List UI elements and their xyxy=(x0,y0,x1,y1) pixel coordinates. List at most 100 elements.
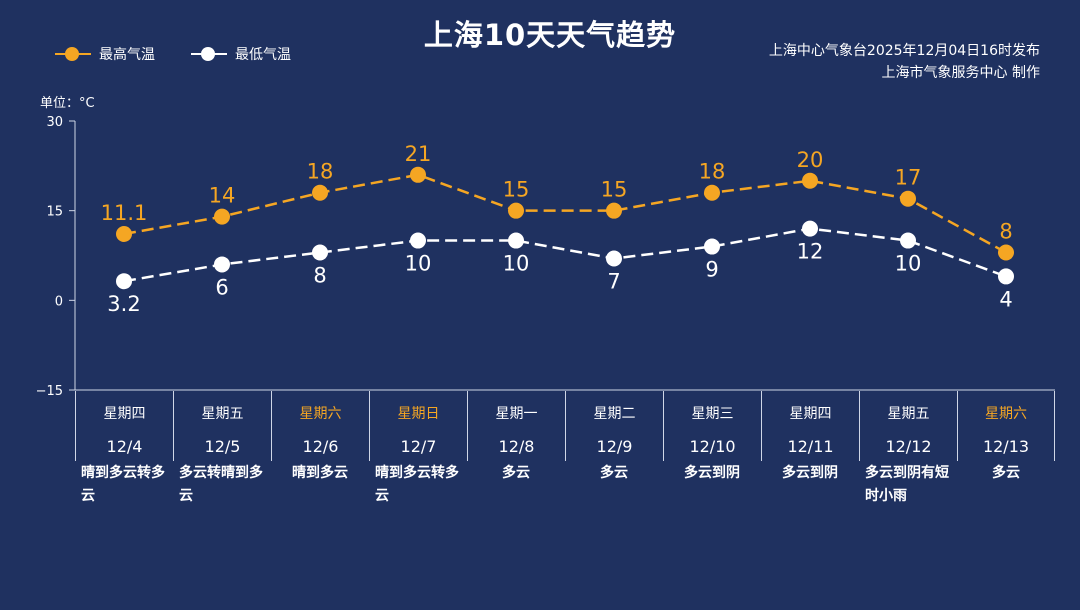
date-label: 12/11 xyxy=(787,437,834,456)
data-label-low: 10 xyxy=(405,252,432,276)
weather-condition: 多云 xyxy=(502,465,530,481)
weather-condition: 多云 xyxy=(600,465,628,481)
day-column: 星期五 12/5 xyxy=(173,391,271,461)
data-label-high: 21 xyxy=(405,142,432,166)
day-column: 星期四 12/4 xyxy=(75,391,173,461)
data-label-low: 10 xyxy=(895,252,922,276)
series-line-high xyxy=(123,173,1007,254)
data-point-high xyxy=(900,190,916,207)
weekday-label: 星期六 xyxy=(299,406,342,422)
y-tick-label: 30 xyxy=(46,115,63,130)
condition-row: 晴到多云转多云 多云转晴到多云 晴到多云 晴到多云转多云 多云 多云 多云到阴 多云到阴 多云到… xyxy=(75,462,1055,508)
data-point-low xyxy=(606,250,622,267)
data-label-low: 8 xyxy=(313,264,326,288)
date-label: 12/7 xyxy=(400,437,437,456)
legend-item-high: 最高气温 xyxy=(55,44,155,64)
data-point-high xyxy=(802,172,818,189)
data-point-high xyxy=(998,244,1014,261)
weather-condition: 多云到阴 xyxy=(684,465,740,481)
data-label-low: 7 xyxy=(607,269,620,293)
weekday-label: 星期一 xyxy=(495,406,538,422)
day-column: 星期一 12/8 xyxy=(467,391,565,461)
date-label: 12/12 xyxy=(885,437,932,456)
data-label-high: 14 xyxy=(209,184,236,208)
data-label-high: 15 xyxy=(503,178,530,202)
data-point-high xyxy=(410,166,426,183)
weekday-label: 星期五 xyxy=(887,406,930,422)
y-tick-label: 15 xyxy=(46,205,63,220)
legend-label-low: 最低气温 xyxy=(235,47,291,63)
data-point-high xyxy=(214,208,230,225)
data-label-high: 17 xyxy=(895,166,922,190)
data-point-low xyxy=(704,238,720,255)
data-point-low xyxy=(508,232,524,249)
data-point-high xyxy=(606,202,622,219)
data-point-low xyxy=(116,273,132,290)
weekday-label: 星期四 xyxy=(789,406,832,422)
day-column: 星期六 12/13 xyxy=(957,391,1055,461)
weekday-label: 星期五 xyxy=(201,406,244,422)
y-tick-label: −15 xyxy=(36,384,63,399)
data-label-low: 6 xyxy=(215,275,228,299)
weather-condition: 多云 xyxy=(992,465,1020,481)
unit-label: 单位：°C xyxy=(40,96,95,111)
weather-condition: 多云转晴到多云 xyxy=(179,465,263,504)
data-point-low xyxy=(410,232,426,249)
data-point-low xyxy=(214,256,230,273)
source-line-producer: 上海市气象服务中心 制作 xyxy=(881,65,1040,81)
data-label-low: 12 xyxy=(797,240,824,264)
data-point-low xyxy=(900,232,916,249)
data-point-low xyxy=(998,268,1014,285)
weekday-label: 星期三 xyxy=(691,406,734,422)
weekday-label: 星期二 xyxy=(593,406,636,422)
data-point-high xyxy=(508,202,524,219)
date-label: 12/6 xyxy=(302,437,339,456)
weekday-label: 星期四 xyxy=(103,406,146,422)
date-label: 12/5 xyxy=(204,437,241,456)
day-column: 星期六 12/6 xyxy=(271,391,369,461)
data-label-low: 10 xyxy=(503,252,530,276)
data-label-high: 20 xyxy=(797,148,824,172)
legend-swatch-low xyxy=(191,46,227,62)
data-point-low xyxy=(312,244,328,261)
date-label: 12/9 xyxy=(596,437,633,456)
date-label: 12/13 xyxy=(982,437,1030,456)
data-point-high xyxy=(116,225,132,242)
data-label-high: 11.1 xyxy=(101,201,148,225)
date-label: 12/4 xyxy=(106,437,143,456)
page-title: 上海10天天气趋势 xyxy=(423,18,677,52)
weather-condition: 多云到阴 xyxy=(782,465,838,481)
day-table: 星期四 12/4 星期五 12/5 星期六 12/6 星期日 12/7 星期一 12/8 星期二 12… xyxy=(75,391,1055,461)
source-line-publish: 上海中心气象台2025年12月04日16时发布 xyxy=(768,43,1040,59)
day-column: 星期二 12/9 xyxy=(565,391,663,461)
series-line-low xyxy=(123,227,1007,283)
weekday-label: 星期日 xyxy=(397,406,440,422)
weather-condition: 晴到多云转多云 xyxy=(375,465,459,504)
data-label-high: 18 xyxy=(307,160,334,184)
day-column: 星期三 12/10 xyxy=(663,391,761,461)
weather-condition: 晴到多云转多云 xyxy=(81,465,165,504)
legend-swatch-high xyxy=(55,46,91,62)
data-label-high: 8 xyxy=(999,220,1012,244)
source-info: 上海中心气象台2025年12月04日16时发布 上海市气象服务中心 制作 xyxy=(769,40,1040,84)
data-point-high xyxy=(704,184,720,201)
data-point-high xyxy=(312,184,328,201)
data-label-low: 9 xyxy=(705,258,718,282)
weather-condition: 晴到多云 xyxy=(292,465,348,481)
legend: 最高气温 最低气温 xyxy=(55,44,291,64)
weekday-label: 星期六 xyxy=(985,406,1027,422)
data-point-low xyxy=(802,220,818,237)
day-column: 星期五 12/12 xyxy=(859,391,957,461)
weather-condition: 多云到阴有短时小雨 xyxy=(865,465,949,504)
date-label: 12/8 xyxy=(498,437,535,456)
day-column: 星期日 12/7 xyxy=(369,391,467,461)
data-label-high: 18 xyxy=(699,160,726,184)
date-label: 12/10 xyxy=(689,437,736,456)
legend-label-high: 最高气温 xyxy=(99,47,155,63)
legend-item-low: 最低气温 xyxy=(191,44,291,64)
day-column: 星期四 12/11 xyxy=(761,391,859,461)
data-label-low: 3.2 xyxy=(107,292,140,316)
data-label-low: 4 xyxy=(999,287,1012,311)
data-label-high: 15 xyxy=(601,178,628,202)
